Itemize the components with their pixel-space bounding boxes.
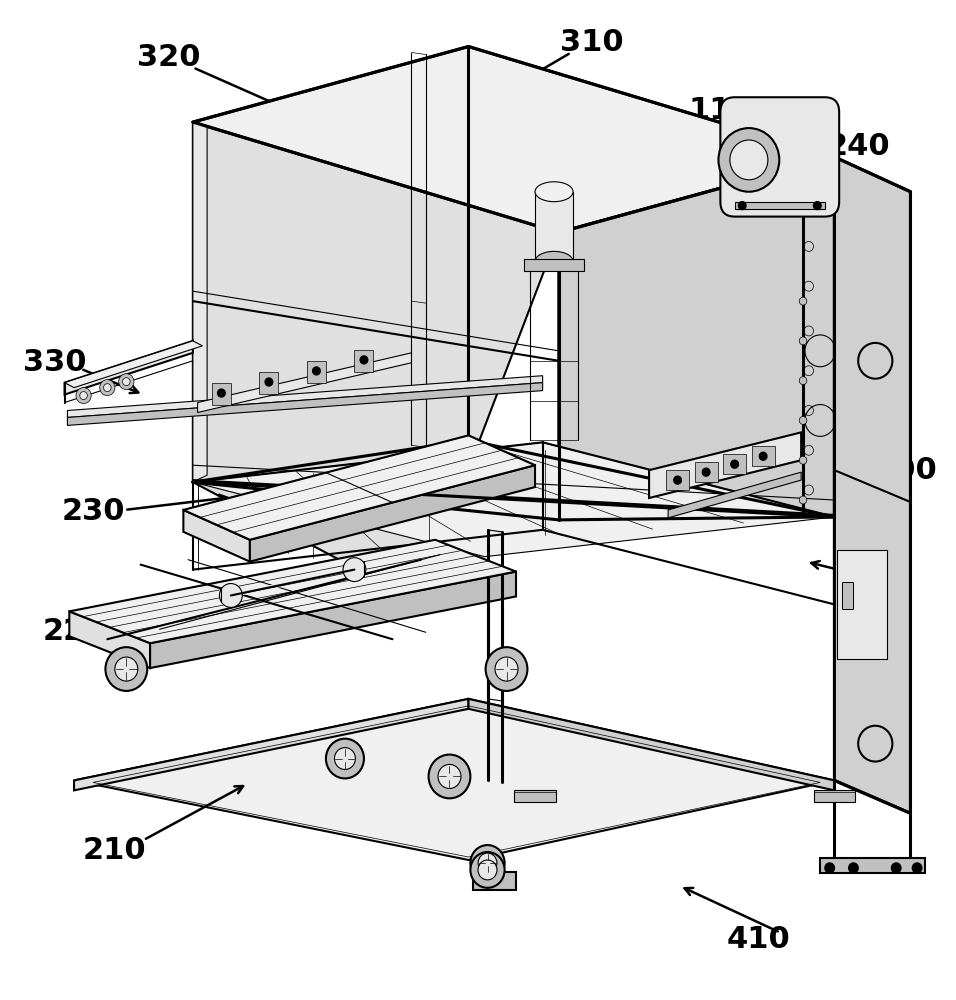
Bar — [666, 470, 689, 490]
Circle shape — [738, 202, 746, 210]
Polygon shape — [65, 341, 193, 395]
Text: 210: 210 — [83, 836, 146, 865]
Ellipse shape — [535, 182, 573, 202]
Circle shape — [313, 367, 320, 375]
Text: 320: 320 — [138, 43, 201, 72]
Circle shape — [799, 377, 807, 385]
Polygon shape — [74, 699, 835, 860]
Polygon shape — [820, 858, 924, 873]
Polygon shape — [468, 699, 835, 790]
Polygon shape — [835, 157, 910, 813]
Circle shape — [360, 356, 368, 364]
Text: 110: 110 — [688, 96, 752, 125]
Circle shape — [103, 384, 111, 392]
Circle shape — [849, 863, 858, 873]
Bar — [751, 446, 774, 466]
Polygon shape — [535, 192, 573, 261]
Polygon shape — [193, 122, 207, 482]
Circle shape — [343, 558, 366, 582]
Circle shape — [891, 863, 901, 873]
Bar — [724, 454, 746, 474]
Polygon shape — [559, 157, 835, 520]
Bar — [212, 383, 231, 405]
Circle shape — [76, 388, 91, 404]
Text: 230: 230 — [61, 497, 125, 526]
Polygon shape — [198, 353, 411, 412]
Polygon shape — [193, 442, 835, 557]
Circle shape — [438, 764, 461, 788]
Polygon shape — [250, 465, 535, 562]
Polygon shape — [524, 259, 584, 271]
Circle shape — [814, 202, 821, 210]
Polygon shape — [65, 341, 203, 388]
Circle shape — [478, 853, 497, 873]
Circle shape — [335, 748, 356, 769]
Circle shape — [119, 374, 134, 390]
Polygon shape — [184, 435, 535, 540]
Circle shape — [825, 863, 835, 873]
Bar — [842, 582, 854, 609]
Text: 340: 340 — [845, 567, 909, 596]
Circle shape — [220, 584, 242, 607]
Circle shape — [478, 860, 497, 880]
Text: 310: 310 — [560, 28, 624, 57]
Polygon shape — [193, 122, 559, 601]
Text: 220: 220 — [42, 617, 106, 646]
Polygon shape — [734, 202, 825, 209]
Circle shape — [729, 140, 768, 180]
Circle shape — [326, 739, 364, 778]
Circle shape — [799, 456, 807, 464]
Circle shape — [470, 845, 505, 881]
Circle shape — [799, 416, 807, 424]
Polygon shape — [649, 432, 801, 498]
Polygon shape — [74, 699, 468, 790]
Text: 100: 100 — [874, 456, 938, 485]
Polygon shape — [68, 376, 543, 417]
Circle shape — [218, 389, 226, 397]
Bar — [695, 462, 718, 482]
Bar — [355, 350, 374, 372]
Circle shape — [428, 755, 470, 798]
Polygon shape — [184, 510, 250, 562]
Polygon shape — [514, 790, 556, 802]
Circle shape — [486, 647, 528, 691]
FancyBboxPatch shape — [721, 97, 839, 217]
Circle shape — [265, 378, 272, 386]
Circle shape — [799, 297, 807, 305]
Circle shape — [122, 378, 130, 386]
Circle shape — [674, 476, 682, 484]
Polygon shape — [473, 872, 516, 890]
Circle shape — [912, 863, 922, 873]
Polygon shape — [150, 572, 516, 668]
Text: 240: 240 — [826, 132, 890, 161]
Polygon shape — [68, 383, 543, 425]
Text: 410: 410 — [727, 925, 791, 954]
Bar — [307, 361, 326, 383]
Circle shape — [799, 496, 807, 504]
Bar — [259, 372, 278, 394]
Circle shape — [759, 452, 767, 460]
Circle shape — [730, 460, 738, 468]
Circle shape — [99, 380, 115, 396]
Polygon shape — [193, 47, 835, 232]
Circle shape — [470, 852, 505, 888]
Circle shape — [495, 657, 518, 681]
Polygon shape — [69, 611, 150, 668]
Bar — [837, 550, 887, 659]
Polygon shape — [814, 790, 856, 802]
Circle shape — [799, 337, 807, 345]
Polygon shape — [668, 472, 801, 518]
Circle shape — [115, 657, 138, 681]
Text: 330: 330 — [23, 348, 87, 377]
Circle shape — [79, 392, 87, 400]
Circle shape — [703, 468, 710, 476]
Circle shape — [105, 647, 147, 691]
Ellipse shape — [535, 251, 573, 271]
Polygon shape — [69, 540, 516, 643]
Circle shape — [719, 128, 779, 192]
